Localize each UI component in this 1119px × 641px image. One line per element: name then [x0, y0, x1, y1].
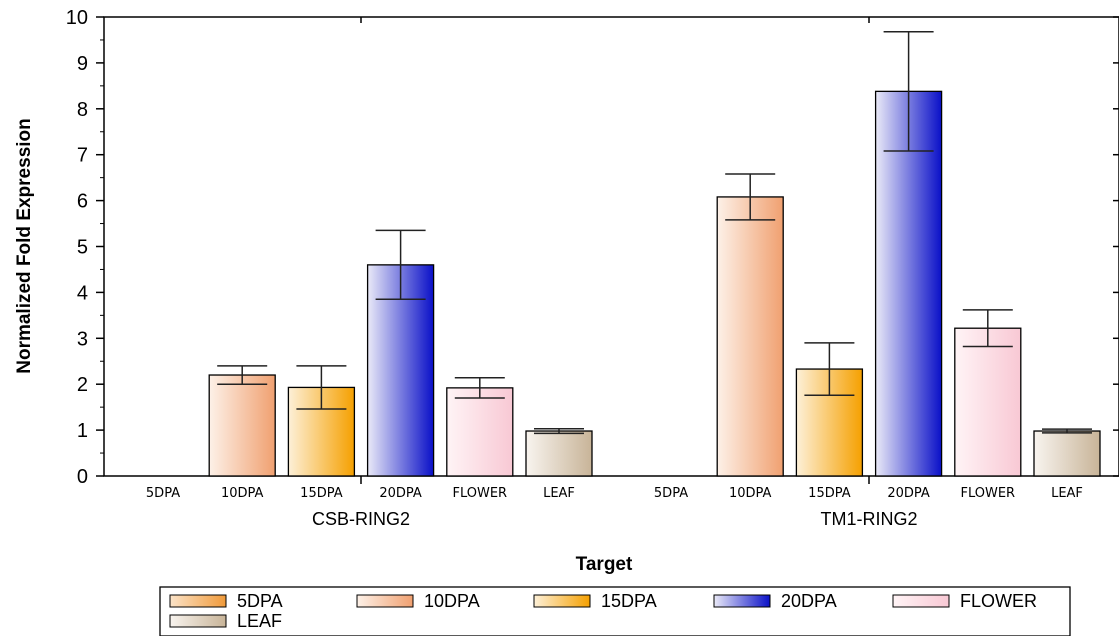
error-bar: [296, 365, 347, 410]
error-bar: [217, 365, 268, 385]
legend-swatch: [713, 594, 771, 608]
y-tick-label: 6: [77, 191, 88, 213]
y-tick-label: 2: [77, 374, 88, 396]
y-tick-label: 10: [66, 7, 88, 29]
legend-swatch: [169, 614, 227, 628]
error-bar: [725, 173, 776, 221]
bar-tm1-ring2-20dpa: [874, 90, 943, 477]
legend-swatch: [356, 594, 414, 608]
legend-label: FLOWER: [960, 591, 1037, 611]
legend-swatch: [533, 594, 591, 608]
legend-label: 20DPA: [781, 591, 837, 611]
y-tick-label: 7: [77, 145, 88, 167]
legend-label: 5DPA: [237, 591, 283, 611]
x-category-label: 5DPA: [146, 486, 180, 501]
bar-tm1-ring2-flower: [954, 327, 1022, 477]
error-bar: [804, 342, 855, 396]
y-tick-label: 1: [77, 420, 88, 442]
bar-tm1-ring2-10dpa: [716, 196, 784, 477]
error-bar: [534, 427, 584, 435]
bar-csb-ring2-10dpa: [208, 374, 276, 477]
legend-label: 10DPA: [424, 591, 480, 611]
error-bar: [883, 30, 934, 152]
x-category-label: 10DPA: [221, 486, 264, 501]
legend-swatch: [169, 594, 227, 608]
x-group-label: CSB-RING2: [312, 509, 410, 529]
bar-csb-ring2-20dpa: [366, 264, 435, 477]
error-bar: [1042, 428, 1092, 434]
error-bar: [375, 229, 426, 301]
legend-label: 15DPA: [601, 591, 657, 611]
x-category-label: LEAF: [1051, 486, 1083, 501]
x-category-label: LEAF: [543, 486, 575, 501]
y-axis-title: Normalized Fold Expression: [14, 118, 35, 374]
legend-swatch: [892, 594, 950, 608]
x-category-label: 20DPA: [379, 486, 422, 501]
x-category-label: FLOWER: [961, 486, 1016, 501]
x-category-label: FLOWER: [453, 486, 508, 501]
bar-csb-ring2-flower: [446, 387, 514, 477]
error-bar: [962, 309, 1013, 348]
bar-csb-ring2-leaf: [525, 430, 593, 477]
bar-tm1-ring2-leaf: [1033, 430, 1101, 477]
legend-label: LEAF: [237, 611, 282, 631]
x-category-label: 15DPA: [808, 486, 851, 501]
x-group-label: TM1-RING2: [820, 509, 917, 529]
y-tick-label: 3: [77, 328, 88, 350]
error-bar: [454, 377, 505, 399]
y-tick-label: 0: [77, 466, 88, 488]
y-tick-label: 4: [77, 282, 88, 304]
y-tick-label: 8: [77, 99, 88, 121]
x-category-label: 5DPA: [654, 486, 688, 501]
x-category-label: 20DPA: [887, 486, 930, 501]
y-tick-label: 5: [77, 237, 88, 259]
y-tick-label: 9: [77, 53, 88, 75]
x-category-label: 10DPA: [729, 486, 772, 501]
x-axis-title: Target: [576, 554, 633, 575]
x-category-label: 15DPA: [300, 486, 343, 501]
